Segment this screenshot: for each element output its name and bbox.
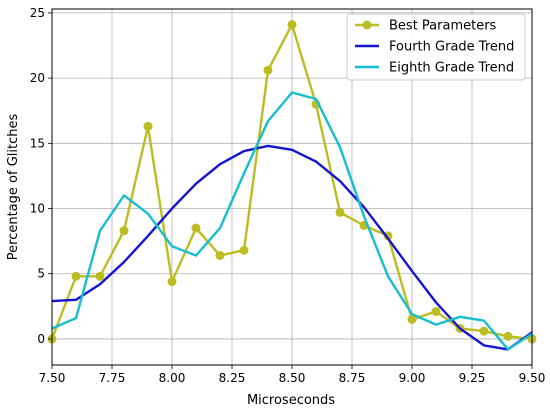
- x-tick-label: 8.25: [219, 371, 246, 385]
- y-axis-ticks: 0 5 10 15 20 25: [30, 6, 52, 346]
- x-axis-label: Microseconds: [247, 393, 335, 408]
- data-point-best-parameters: [215, 250, 225, 260]
- series-line-eighth-grade-trend: [51, 91, 533, 351]
- y-tick-label: 25: [30, 6, 45, 20]
- x-tick-label: 7.50: [39, 371, 66, 385]
- x-tick-label: 8.75: [339, 371, 366, 385]
- data-point-best-parameters: [95, 271, 105, 281]
- data-point-best-parameters: [431, 307, 441, 317]
- data-point-best-parameters: [191, 223, 201, 233]
- legend-label-fourth-grade-trend: Fourth Grade Trend: [389, 40, 514, 55]
- series-layer: [47, 20, 537, 351]
- x-tick-label: 9.25: [459, 371, 486, 385]
- data-point-best-parameters: [167, 277, 177, 287]
- data-point-best-parameters: [503, 331, 513, 341]
- y-tick-label: 5: [37, 267, 45, 281]
- data-point-best-parameters: [71, 271, 81, 281]
- data-point-best-parameters: [407, 314, 417, 324]
- x-tick-label: 9.50: [519, 371, 546, 385]
- data-point-best-parameters: [143, 121, 153, 131]
- legend-marker-best-parameters: [362, 20, 372, 30]
- data-point-best-parameters: [287, 20, 297, 30]
- x-tick-label: 7.75: [99, 371, 126, 385]
- data-point-best-parameters: [119, 226, 129, 236]
- y-tick-label: 20: [30, 71, 45, 85]
- legend-label-eighth-grade-trend: Eighth Grade Trend: [389, 61, 514, 76]
- x-tick-label: 8.50: [279, 371, 306, 385]
- y-tick-label: 10: [30, 202, 45, 216]
- x-tick-label: 8.00: [159, 371, 186, 385]
- legend-box: [346, 13, 526, 81]
- data-point-best-parameters: [263, 65, 273, 75]
- x-axis-ticks: 7.50 7.75 8.00 8.25 8.50 8.75 9.00 9.25 9.50: [39, 365, 546, 385]
- y-axis-label: Percentage of Glitches: [6, 114, 21, 261]
- legend: Best Parameters Fourth Grade Trend Eighth …: [346, 13, 526, 81]
- x-tick-label: 9.00: [399, 371, 426, 385]
- legend-label-best-parameters: Best Parameters: [389, 19, 497, 34]
- data-point-best-parameters: [239, 245, 249, 255]
- y-tick-label: 15: [30, 136, 45, 150]
- y-tick-label: 0: [37, 332, 45, 346]
- data-point-best-parameters: [335, 207, 345, 217]
- data-point-best-parameters: [479, 326, 489, 336]
